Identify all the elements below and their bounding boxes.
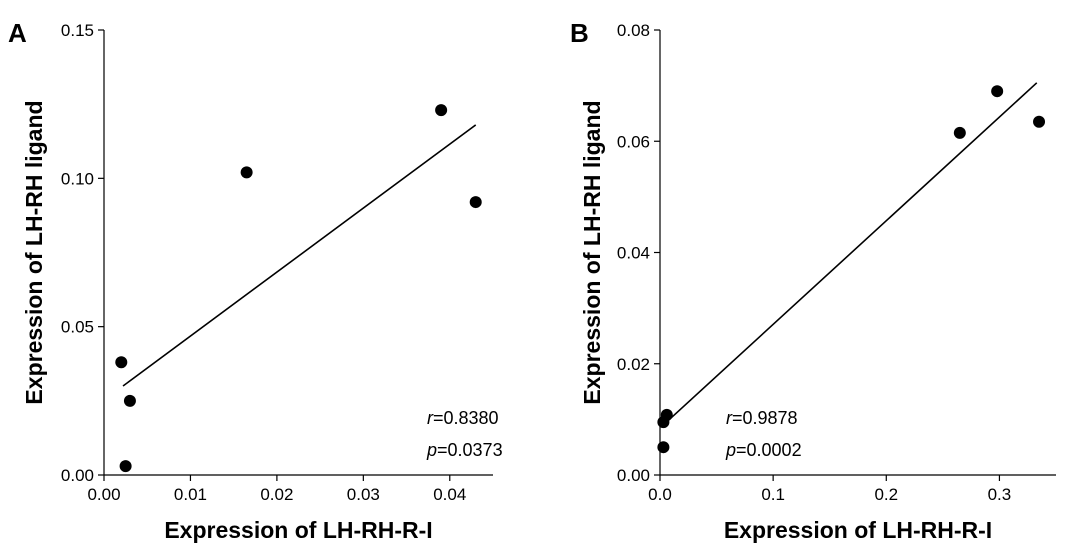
y-tick-label: 0.08 bbox=[617, 21, 650, 40]
y-axis-label: Expression of LH-RH ligand bbox=[579, 100, 605, 404]
data-point bbox=[435, 104, 448, 117]
data-point bbox=[119, 460, 132, 473]
r-symbol: r bbox=[427, 408, 434, 428]
data-point bbox=[123, 394, 136, 407]
data-point bbox=[657, 441, 670, 454]
chart-panel-b: 0.00 0.02 0.04 0.06 0.08 0.0 0.1 0.2 0.3 Expressi… bbox=[570, 18, 1056, 543]
x-tick-label: 0.3 bbox=[988, 485, 1012, 504]
y-tick-label: 0.04 bbox=[617, 244, 650, 263]
x-tick-label: 0.01 bbox=[174, 485, 207, 504]
x-axis-label: Expression of LH-RH-R-I bbox=[164, 517, 432, 543]
p-value-annotation: p=0.0002 bbox=[725, 440, 802, 460]
p-symbol: p bbox=[426, 440, 437, 460]
data-point bbox=[115, 356, 128, 369]
regression-line bbox=[122, 124, 477, 387]
data-point bbox=[991, 85, 1004, 98]
x-tick-label: 0.1 bbox=[761, 485, 785, 504]
p-value: =0.0373 bbox=[437, 440, 503, 460]
y-tick-label: 0.00 bbox=[617, 466, 650, 485]
x-tick-label: 0.2 bbox=[874, 485, 898, 504]
panel-label: B bbox=[570, 18, 589, 48]
x-tick-label: 0.02 bbox=[260, 485, 293, 504]
x-axis-label: Expression of LH-RH-R-I bbox=[724, 517, 992, 543]
p-symbol: p bbox=[725, 440, 736, 460]
x-tick-label: 0.04 bbox=[433, 485, 466, 504]
x-tick-label: 0.00 bbox=[87, 485, 120, 504]
y-tick-label: 0.15 bbox=[61, 21, 94, 40]
chart-panel-a: 0.000.050.100.150.00 0.01 0.02 0.03 0.04Expr… bbox=[8, 18, 503, 543]
data-point bbox=[953, 126, 966, 139]
p-value-annotation: p=0.0373 bbox=[426, 440, 503, 460]
data-point bbox=[660, 408, 673, 421]
correlation-annotation: r=0.9878 bbox=[726, 408, 798, 428]
p-value: =0.0002 bbox=[736, 440, 802, 460]
r-value: =0.9878 bbox=[732, 408, 798, 428]
y-axis-label: Expression of LH-RH ligand bbox=[21, 100, 47, 404]
correlation-annotation: r=0.8380 bbox=[427, 408, 499, 428]
data-point bbox=[240, 166, 253, 179]
data-point bbox=[1033, 115, 1046, 128]
r-value: =0.8380 bbox=[433, 408, 499, 428]
y-tick-label: 0.00 bbox=[61, 466, 94, 485]
x-tick-label: 0.0 bbox=[648, 485, 672, 504]
x-tick-label: 0.03 bbox=[347, 485, 380, 504]
panel-label: A bbox=[8, 18, 27, 48]
data-point bbox=[469, 196, 482, 209]
r-symbol: r bbox=[726, 408, 733, 428]
y-tick-label: 0.02 bbox=[617, 355, 650, 374]
y-tick-label: 0.10 bbox=[61, 169, 94, 188]
regression-line bbox=[662, 82, 1038, 426]
y-tick-label: 0.05 bbox=[61, 318, 94, 337]
y-tick-label: 0.06 bbox=[617, 132, 650, 151]
